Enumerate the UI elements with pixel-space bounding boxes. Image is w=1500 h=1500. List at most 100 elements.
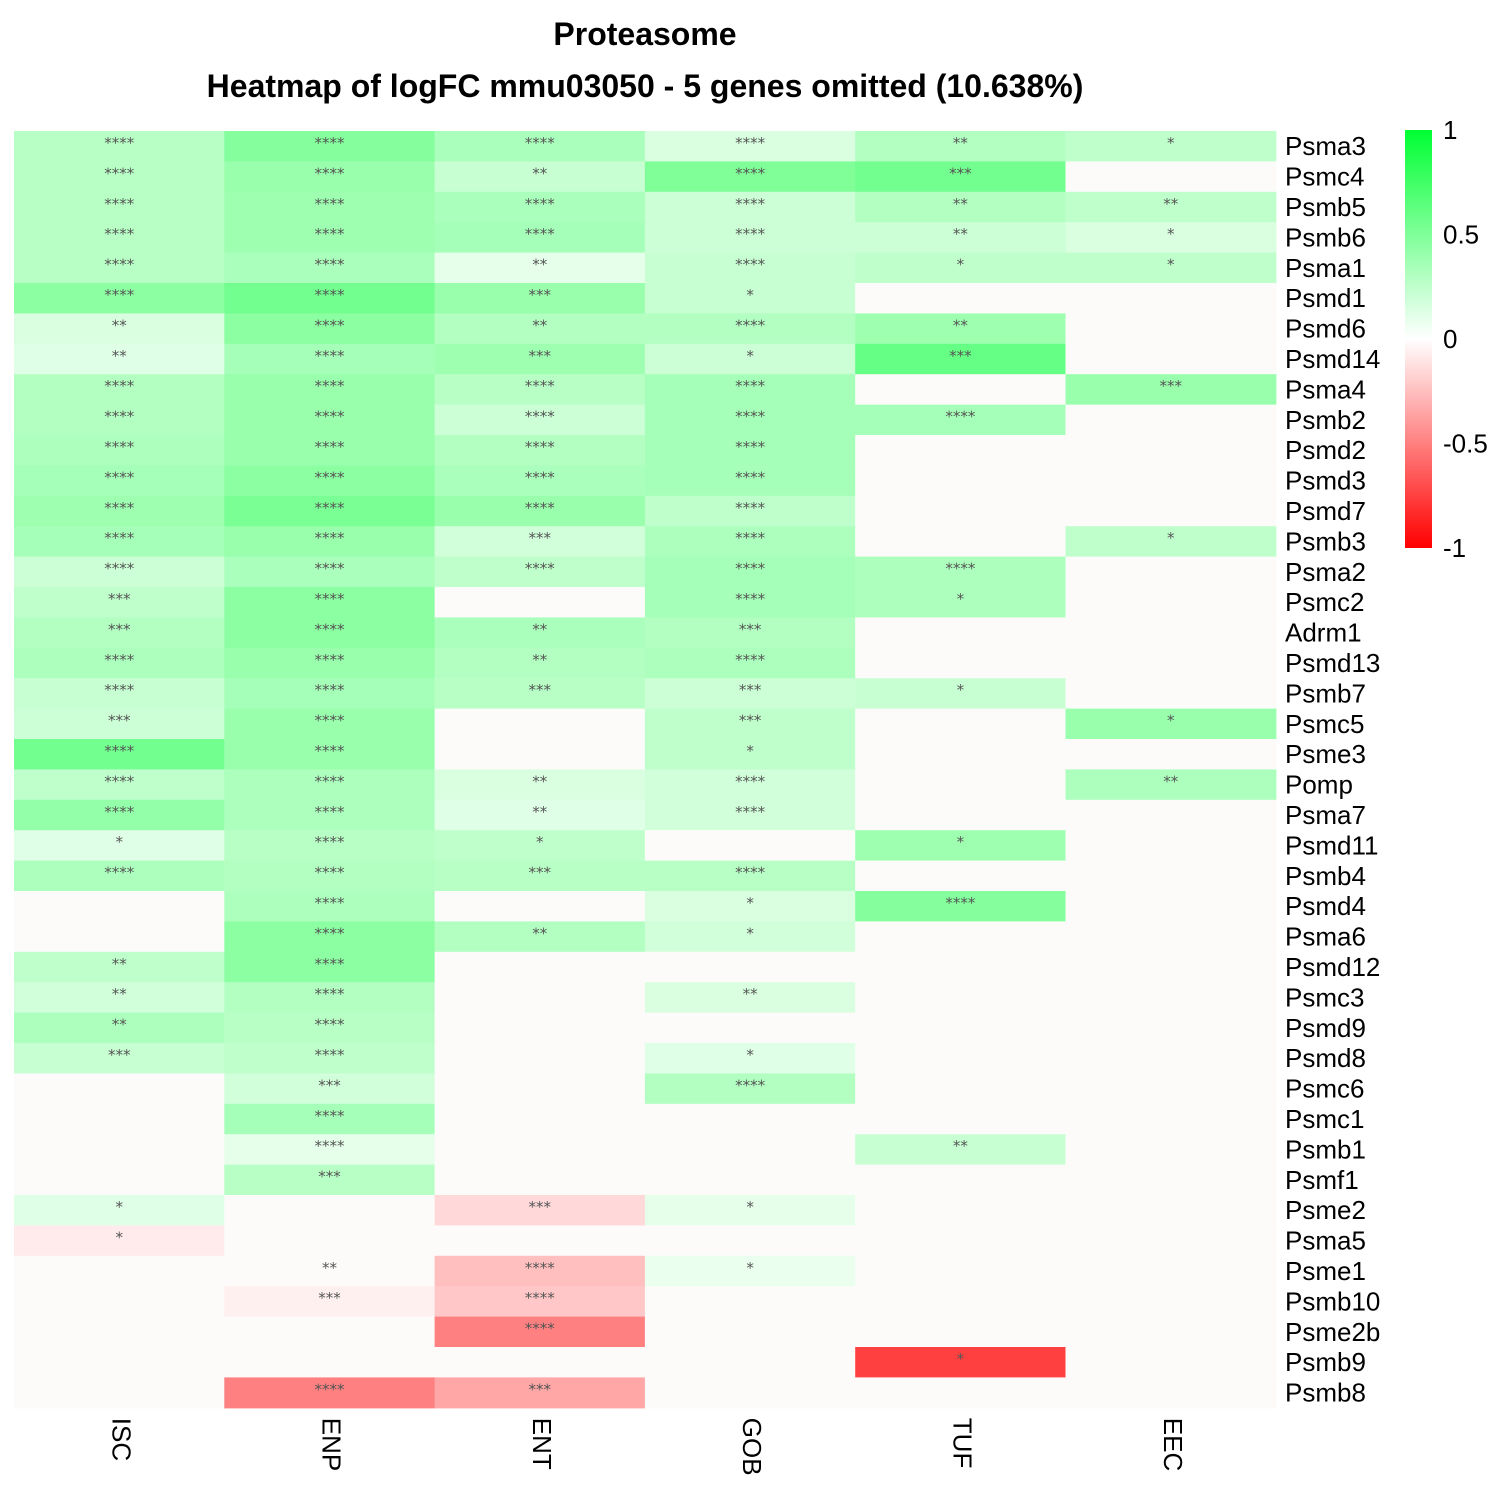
heatmap-cell: [644, 222, 856, 254]
significance-label: ****: [525, 1289, 556, 1307]
heatmap-cell: [644, 678, 856, 710]
significance-label: ****: [104, 499, 135, 517]
heatmap-cell: [855, 830, 1067, 862]
significance-label: ****: [315, 590, 346, 608]
heatmap-cell: [1065, 708, 1277, 740]
heatmap-cell: [644, 313, 856, 345]
heatmap-cell: [224, 647, 436, 679]
significance-label: ****: [735, 438, 766, 456]
gene-label: Psmb4: [1285, 861, 1366, 891]
heatmap-cell: [855, 374, 1067, 406]
gene-label: Psma4: [1285, 374, 1366, 404]
heatmap-cell: [434, 404, 646, 436]
heatmap-cell: [434, 495, 646, 527]
heatmap-cell: [224, 678, 436, 710]
heatmap-cell: [14, 1377, 225, 1409]
heatmap-cell: [434, 1134, 646, 1166]
heatmap-cell: [1065, 799, 1277, 831]
heatmap-cell: [224, 404, 436, 436]
significance-label: ***: [318, 1076, 341, 1094]
heatmap-cell: [855, 617, 1067, 649]
heatmap-cell: [1065, 252, 1277, 284]
significance-label: ****: [104, 438, 135, 456]
heatmap-cell: [14, 951, 225, 983]
heatmap-cell: [434, 921, 646, 953]
heatmap-cell: [224, 495, 436, 527]
significance-label: ****: [525, 134, 556, 152]
heatmap-cell: [644, 799, 856, 831]
significance-label: ****: [735, 772, 766, 790]
significance-label: **: [532, 772, 548, 790]
significance-label: ****: [945, 894, 976, 912]
heatmap-cell: [224, 1073, 436, 1105]
gene-label: Psma6: [1285, 922, 1366, 952]
heatmap-cell: [14, 283, 225, 314]
heatmap-cell: [224, 1316, 436, 1348]
heatmap-cell: [14, 617, 225, 649]
heatmap-cell: [644, 647, 856, 679]
heatmap-cell: [644, 343, 856, 375]
heatmap-cell: [1065, 1012, 1277, 1044]
heatmap-cell: [224, 830, 436, 862]
significance-label: ****: [315, 256, 346, 274]
heatmap-cell: [14, 891, 225, 922]
heatmap-cell: [224, 1164, 436, 1196]
heatmap-cell: [434, 435, 646, 466]
heatmap-cell: [434, 283, 646, 314]
heatmap-cell: [434, 526, 646, 558]
cell-type-label: GOB: [737, 1418, 767, 1476]
heatmap-cell: [644, 526, 856, 558]
heatmap-cell: [224, 708, 436, 740]
significance-label: *: [536, 833, 544, 851]
heatmap-cell: [1065, 1377, 1277, 1409]
heatmap-cell: [224, 921, 436, 953]
significance-label: ***: [949, 164, 972, 182]
significance-label: *: [1167, 134, 1175, 152]
significance-label: ****: [525, 377, 556, 395]
significance-label: ****: [104, 529, 135, 547]
heatmap-cell: [855, 1286, 1067, 1318]
gene-label: Psma3: [1285, 131, 1366, 161]
heatmap-cell: [644, 951, 856, 983]
significance-label: ***: [529, 529, 552, 547]
gene-label: Psmd7: [1285, 496, 1366, 526]
gene-label: Psmd11: [1285, 830, 1378, 860]
significance-label: ***: [108, 1046, 131, 1064]
heatmap-cell: [434, 830, 646, 862]
heatmap-cell: [224, 1377, 436, 1409]
cell-type-labels: ISC ENP ENT GOB TUF EEC: [106, 1418, 1188, 1476]
significance-label: *: [1167, 529, 1175, 547]
heatmap-cell: [434, 1043, 646, 1074]
gene-label: Psma7: [1285, 800, 1366, 830]
heatmap-cell: [224, 556, 436, 588]
heatmap-cell: [644, 587, 856, 618]
heatmap-cell: [434, 678, 646, 710]
heatmap-cell: [434, 860, 646, 892]
gene-label: Psma2: [1285, 557, 1366, 587]
heatmap-cell: [644, 1347, 856, 1378]
gene-label: Pomp: [1285, 770, 1353, 800]
significance-label: ****: [315, 924, 346, 942]
significance-label: **: [532, 256, 548, 274]
heatmap-cell: [855, 891, 1067, 922]
heatmap-cell: [855, 799, 1067, 831]
heatmap-cell: [644, 1012, 856, 1044]
heatmap-cell: [1065, 131, 1277, 162]
heatmap-cell: [224, 343, 436, 375]
significance-label: ****: [104, 864, 135, 882]
heatmap-cell: [855, 252, 1067, 284]
significance-label: ****: [104, 560, 135, 578]
chart-subtitle: Heatmap of logFC mmu03050 - 5 genes omit…: [207, 68, 1084, 104]
significance-label: ***: [529, 1198, 552, 1216]
heatmap-cell: [14, 131, 225, 162]
heatmap-cell: [855, 1103, 1067, 1135]
significance-label: *: [1167, 256, 1175, 274]
heatmap-cell: [855, 982, 1067, 1014]
significance-label: ***: [739, 620, 762, 638]
significance-label: ***: [739, 712, 762, 730]
heatmap-cell: [14, 1255, 225, 1287]
significance-label: ****: [104, 286, 135, 304]
significance-label: ****: [315, 620, 346, 638]
heatmap-cell: [644, 982, 856, 1014]
cell-type-label: EEC: [1158, 1418, 1188, 1471]
